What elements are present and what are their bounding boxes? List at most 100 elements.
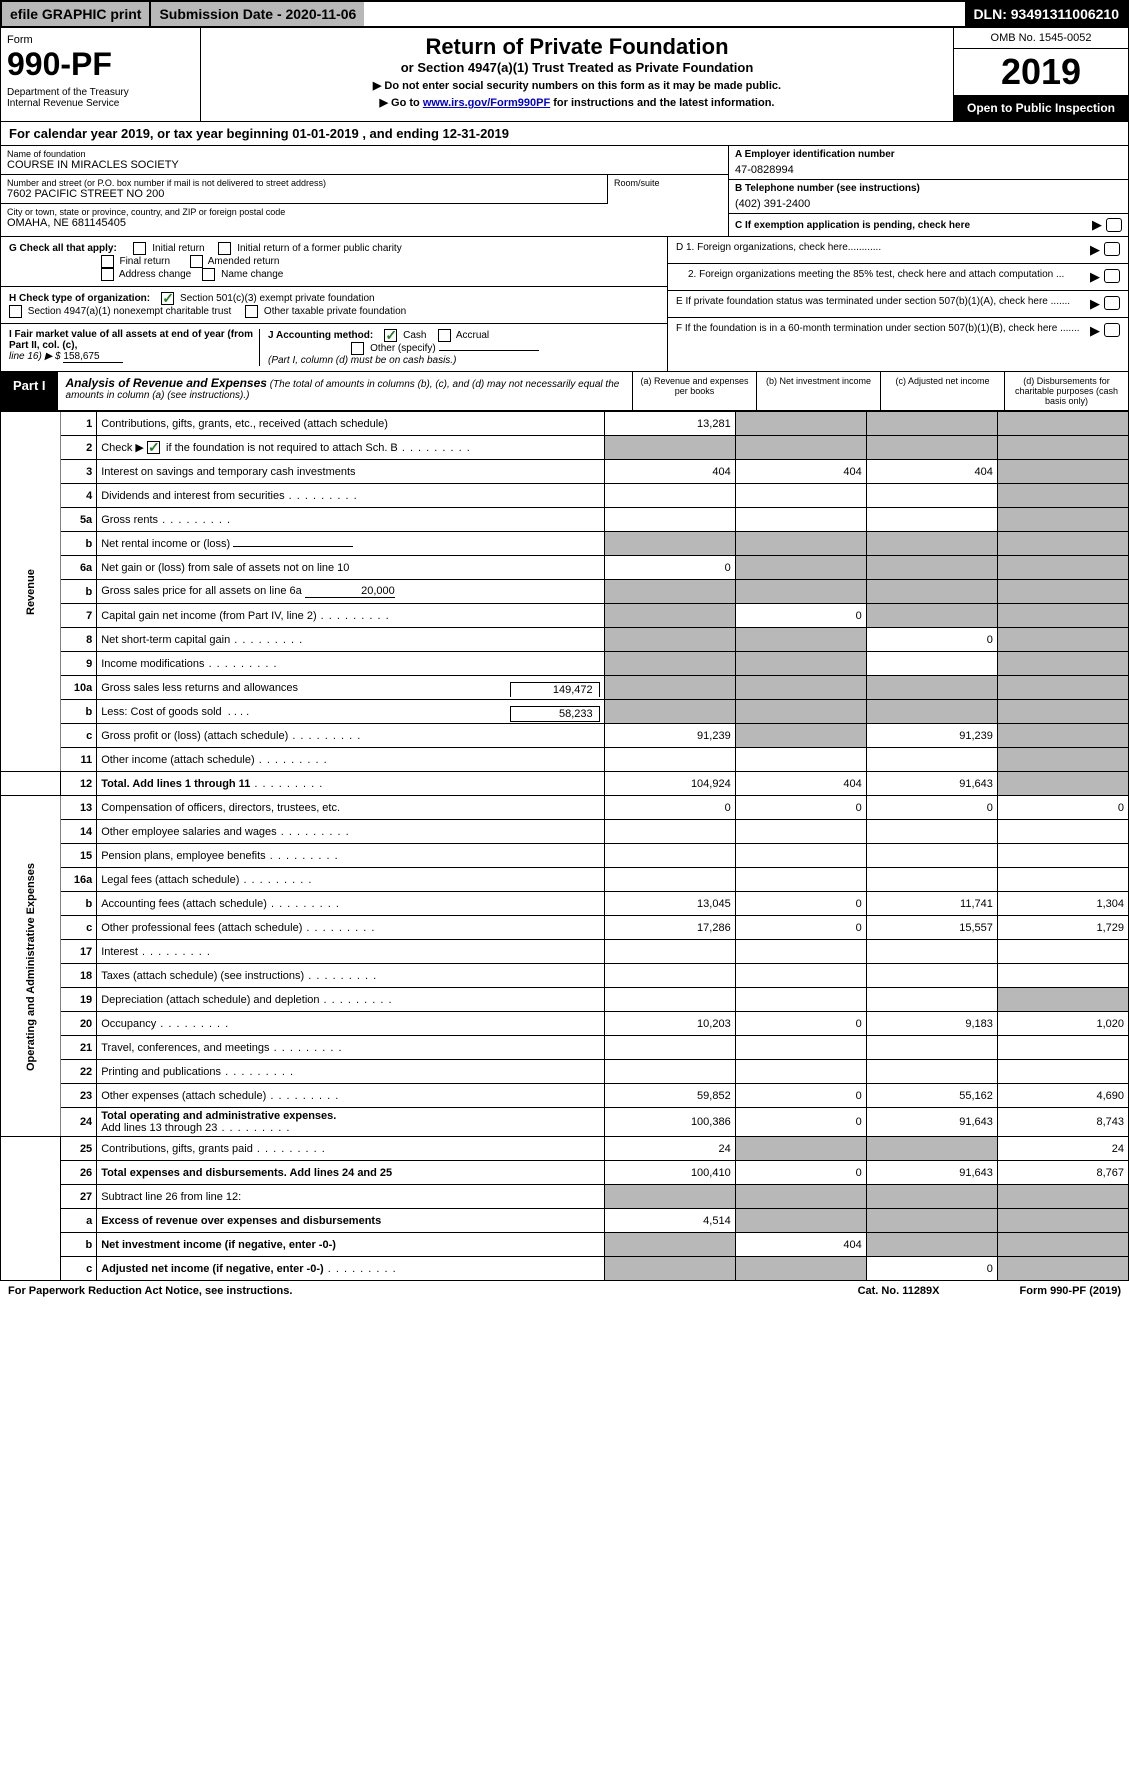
row-val: 0: [866, 628, 997, 652]
room-label: Room/suite: [614, 178, 722, 188]
row-num: 7: [61, 604, 97, 628]
row-val: 10,203: [604, 1012, 735, 1036]
row-val: 0: [604, 796, 735, 820]
row-desc: Dividends and interest from securities: [97, 484, 604, 508]
row-desc: Pension plans, employee benefits: [97, 844, 604, 868]
row-num: 3: [61, 460, 97, 484]
row-desc: Total. Add lines 1 through 11: [97, 772, 604, 796]
row-num: 15: [61, 844, 97, 868]
row-num: 21: [61, 1036, 97, 1060]
row-val: 1,020: [997, 1012, 1128, 1036]
tax-year: 2019: [954, 49, 1128, 95]
other-cb[interactable]: [351, 342, 364, 355]
instruction-1: ▶ Do not enter social security numbers o…: [207, 79, 947, 92]
row-num: 4: [61, 484, 97, 508]
d1-label: D 1. Foreign organizations, check here..…: [676, 242, 1090, 258]
address-change-cb[interactable]: [101, 268, 114, 281]
initial-return-cb[interactable]: [133, 242, 146, 255]
row-num: 11: [61, 748, 97, 772]
501c3-cb[interactable]: [161, 292, 174, 305]
g-label: G Check all that apply:: [9, 243, 117, 254]
row-desc: Net investment income (if negative, ente…: [97, 1233, 604, 1257]
cash-cb[interactable]: [384, 329, 397, 342]
4947-cb[interactable]: [9, 305, 22, 318]
j-note: (Part I, column (d) must be on cash basi…: [268, 355, 456, 366]
row-val: 404: [735, 772, 866, 796]
part-title: Analysis of Revenue and Expenses: [66, 376, 267, 390]
name-change-cb[interactable]: [202, 268, 215, 281]
row-val: 13,281: [604, 412, 735, 436]
row-num: 27: [61, 1185, 97, 1209]
top-bar: efile GRAPHIC print Submission Date - 20…: [0, 0, 1129, 28]
row-num: 23: [61, 1084, 97, 1108]
d1-cb[interactable]: [1104, 242, 1120, 256]
row-desc: Adjusted net income (if negative, enter …: [97, 1257, 604, 1281]
other-specify: [439, 350, 539, 351]
c-label: C If exemption application is pending, c…: [735, 220, 1092, 231]
f-cb[interactable]: [1104, 323, 1120, 337]
form-subtitle: or Section 4947(a)(1) Trust Treated as P…: [207, 60, 947, 75]
c-checkbox[interactable]: [1106, 218, 1122, 232]
city-label: City or town, state or province, country…: [7, 207, 722, 217]
arrow-icon: ▶: [1090, 242, 1100, 258]
row-val: 24: [604, 1137, 735, 1161]
row-val: 0: [866, 1257, 997, 1281]
accrual-cb[interactable]: [438, 329, 451, 342]
row-desc: Subtract line 26 from line 12:: [97, 1185, 604, 1209]
dln: DLN: 93491311006210: [965, 2, 1127, 26]
row-num: b: [61, 892, 97, 916]
row-val: 0: [735, 892, 866, 916]
row-val: 11,741: [866, 892, 997, 916]
sch-b-cb[interactable]: [147, 441, 160, 454]
row-desc: Total operating and administrative expen…: [97, 1108, 604, 1137]
revenue-side: Revenue: [1, 412, 61, 772]
row-num: b: [61, 580, 97, 604]
row-val: 0: [735, 604, 866, 628]
h-opt-3: Other taxable private foundation: [264, 306, 406, 317]
other-taxable-cb[interactable]: [245, 305, 258, 318]
address: 7602 PACIFIC STREET NO 200: [7, 188, 601, 200]
col-c: (c) Adjusted net income: [880, 372, 1004, 410]
irs-link[interactable]: www.irs.gov/Form990PF: [423, 97, 550, 109]
row-val: 91,239: [866, 724, 997, 748]
d2-cb[interactable]: [1104, 269, 1120, 283]
row-num: 24: [61, 1108, 97, 1137]
final-return-cb[interactable]: [101, 255, 114, 268]
name-label: Name of foundation: [7, 149, 722, 159]
g-opt-0: Initial return: [152, 243, 204, 254]
row-desc: Depreciation (attach schedule) and deple…: [97, 988, 604, 1012]
row-val: 9,183: [866, 1012, 997, 1036]
row-val: 104,924: [604, 772, 735, 796]
initial-public-cb[interactable]: [218, 242, 231, 255]
row-val: 91,643: [866, 772, 997, 796]
d2-label: 2. Foreign organizations meeting the 85%…: [676, 269, 1090, 285]
footer-left: For Paperwork Reduction Act Notice, see …: [8, 1285, 292, 1297]
j-cash: Cash: [403, 330, 426, 341]
amended-cb[interactable]: [190, 255, 203, 268]
row-num: 18: [61, 964, 97, 988]
row-val: 0: [735, 796, 866, 820]
f-label: F If the foundation is in a 60-month ter…: [676, 323, 1090, 339]
row-val: 8,767: [997, 1161, 1128, 1185]
row-desc: Check ▶ if the foundation is not require…: [97, 436, 604, 460]
row-desc: Other professional fees (attach schedule…: [97, 916, 604, 940]
col-b: (b) Net investment income: [756, 372, 880, 410]
form-title: Return of Private Foundation: [207, 34, 947, 60]
row-num: 19: [61, 988, 97, 1012]
efile-label[interactable]: efile GRAPHIC print: [2, 2, 149, 26]
g-opt-1: Initial return of a former public charit…: [237, 243, 402, 254]
row-desc: Net rental income or (loss): [97, 532, 604, 556]
row-val: 404: [604, 460, 735, 484]
g-opt-5: Name change: [221, 269, 283, 280]
row-num: c: [61, 1257, 97, 1281]
row-desc: Total expenses and disbursements. Add li…: [97, 1161, 604, 1185]
arrow-icon: ▶: [1090, 296, 1100, 312]
row-val: 59,852: [604, 1084, 735, 1108]
expenses-side: Operating and Administrative Expenses: [1, 796, 61, 1137]
row-desc: Gross sales less returns and allowances1…: [97, 676, 604, 700]
e-cb[interactable]: [1104, 296, 1120, 310]
fmv-value: 158,675: [63, 351, 123, 363]
row-desc: Contributions, gifts, grants, etc., rece…: [97, 412, 604, 436]
city: OMAHA, NE 681145405: [7, 217, 722, 229]
row-val: 0: [997, 796, 1128, 820]
